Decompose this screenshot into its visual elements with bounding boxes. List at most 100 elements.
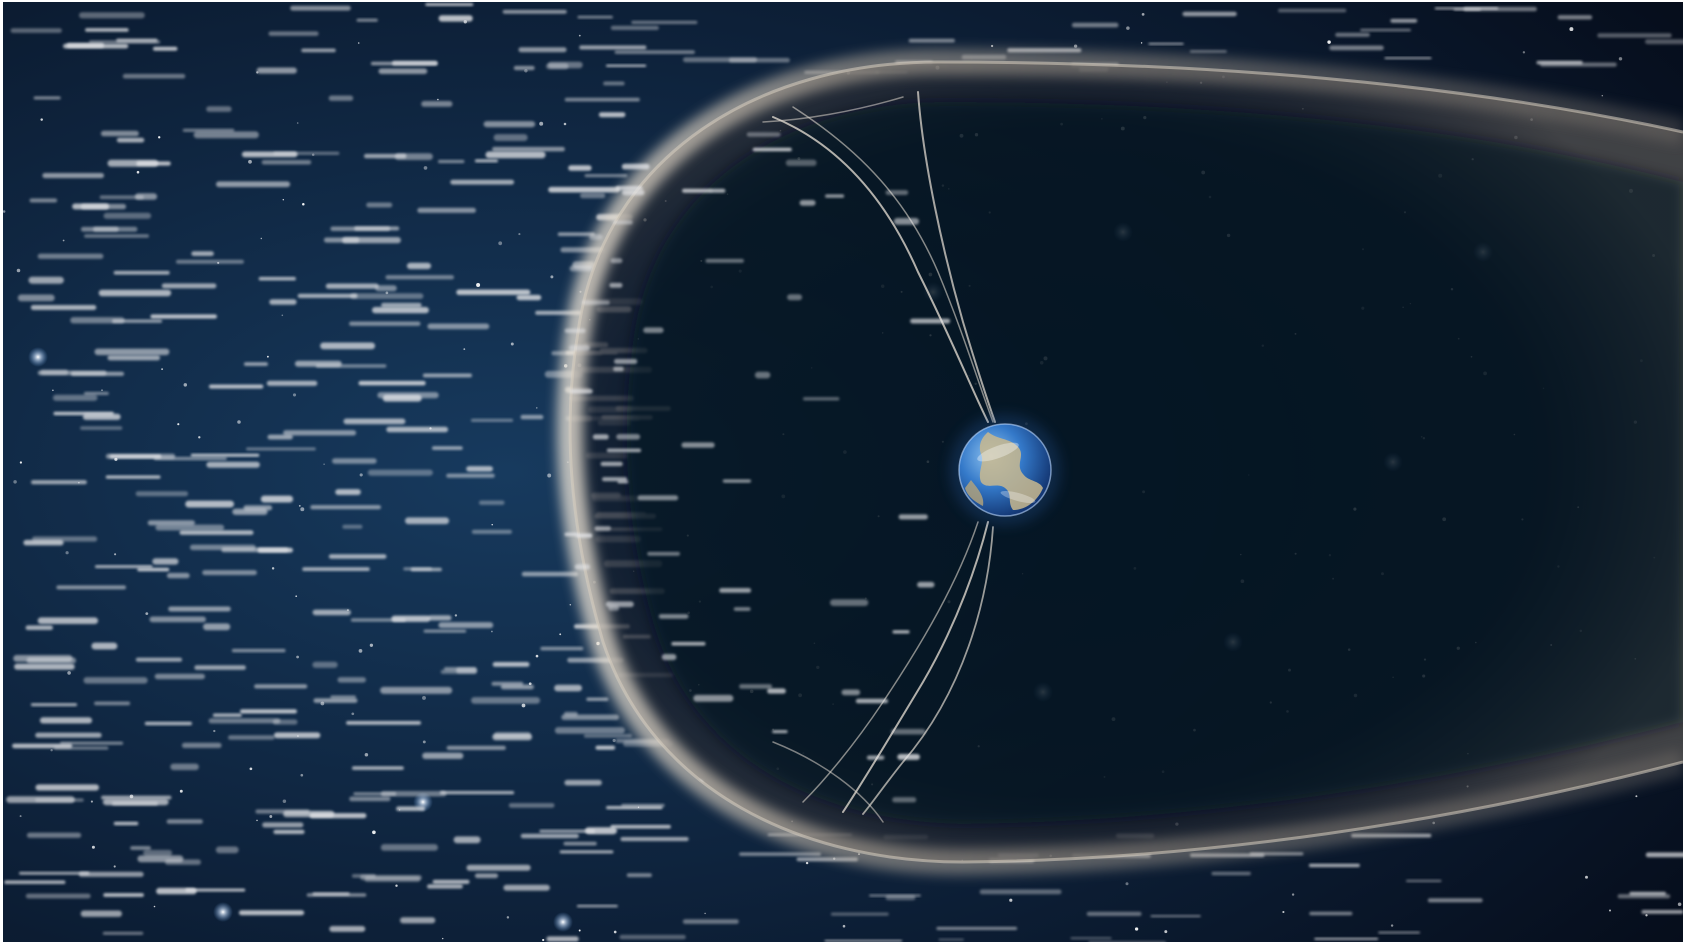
particle-streak [799,200,816,206]
wind-streak [367,469,433,476]
star [842,924,846,928]
wind-streak [557,232,595,236]
star [161,368,163,370]
star [179,789,183,793]
star [300,773,304,777]
wind-streak [1278,8,1347,13]
star [506,916,510,919]
wind-streak [1309,911,1353,916]
star [510,342,514,346]
bow-streak [609,282,623,288]
particle-streak [772,730,788,734]
wind-streak [1182,11,1237,17]
star [249,767,253,771]
wind-streak [885,895,916,901]
wind-streak [1406,879,1442,883]
star [463,348,466,350]
wind-streak [283,430,357,436]
particle-streak [719,588,752,593]
wind-streak [147,520,195,526]
wind-streak [328,554,387,559]
wind-streak [320,342,376,350]
wind-streak [471,529,512,534]
wind-streak [149,616,206,623]
wind-streak [579,45,647,50]
wind-streak [103,212,152,219]
star [358,649,363,653]
wind-streak [576,904,618,908]
wind-streak [583,734,632,738]
wind-streak [351,874,376,878]
wind-streak [400,917,436,924]
star [423,166,428,170]
particle-streak [803,397,840,401]
wind-streak [739,852,821,856]
wind-streak [619,934,686,940]
wind-streak [85,28,129,32]
wind-streak [908,38,955,43]
wind-streak [380,791,447,797]
wind-streak [30,703,78,707]
wind-streak [1086,911,1142,916]
wind-streak [302,567,370,571]
wind-streak [432,446,463,450]
bright-star [213,902,233,922]
wind-streak [80,910,122,917]
particle-streak [910,318,951,324]
wind-streak [78,871,144,877]
wind-streak [84,391,109,395]
star [1164,930,1168,934]
wind-streak [12,743,73,749]
wind-streak [1314,937,1379,940]
wind-streak [1189,50,1227,53]
wind-streak [626,873,652,878]
wind-streak [330,226,391,231]
wind-streak [130,846,151,850]
particle-streak [647,551,680,556]
wind-streak [113,821,139,826]
wind-streak [212,713,242,717]
wind-streak [306,893,367,897]
bow-streak [600,461,623,467]
star [369,643,374,647]
wind-streak [240,709,297,714]
wind-streak [91,642,118,650]
wind-streak [107,355,161,361]
wind-streak [503,884,550,891]
wind-streak [606,64,647,67]
wind-streak [215,846,239,854]
wind-streak [256,67,297,74]
wind-streak [42,173,104,179]
star [521,703,526,708]
wind-streak [1088,941,1166,942]
wind-streak [830,912,889,916]
wind-streak [152,558,179,565]
wind-streak [122,73,186,79]
wind-streak [584,174,628,178]
wind-streak [554,684,582,692]
wind-streak [1597,33,1672,38]
star [101,389,103,391]
star [351,712,355,716]
star [563,122,567,126]
bow-streak [594,526,611,531]
star [158,136,161,139]
wind-streak [546,936,579,942]
wind-streak [1308,863,1360,868]
wind-streak [1148,42,1184,45]
particle-streak [855,698,889,704]
particle-streak [752,147,792,152]
star [1140,42,1143,44]
wind-streak [440,791,515,795]
wind-streak [508,803,555,808]
star [1009,898,1013,902]
star [269,815,273,818]
wind-streak [206,461,260,468]
wind-streak [380,844,438,851]
star [528,682,532,686]
star [359,473,363,477]
wind-streak [1378,931,1420,934]
star [52,389,54,392]
wind-streak [405,517,450,525]
wind-streak [491,681,524,686]
